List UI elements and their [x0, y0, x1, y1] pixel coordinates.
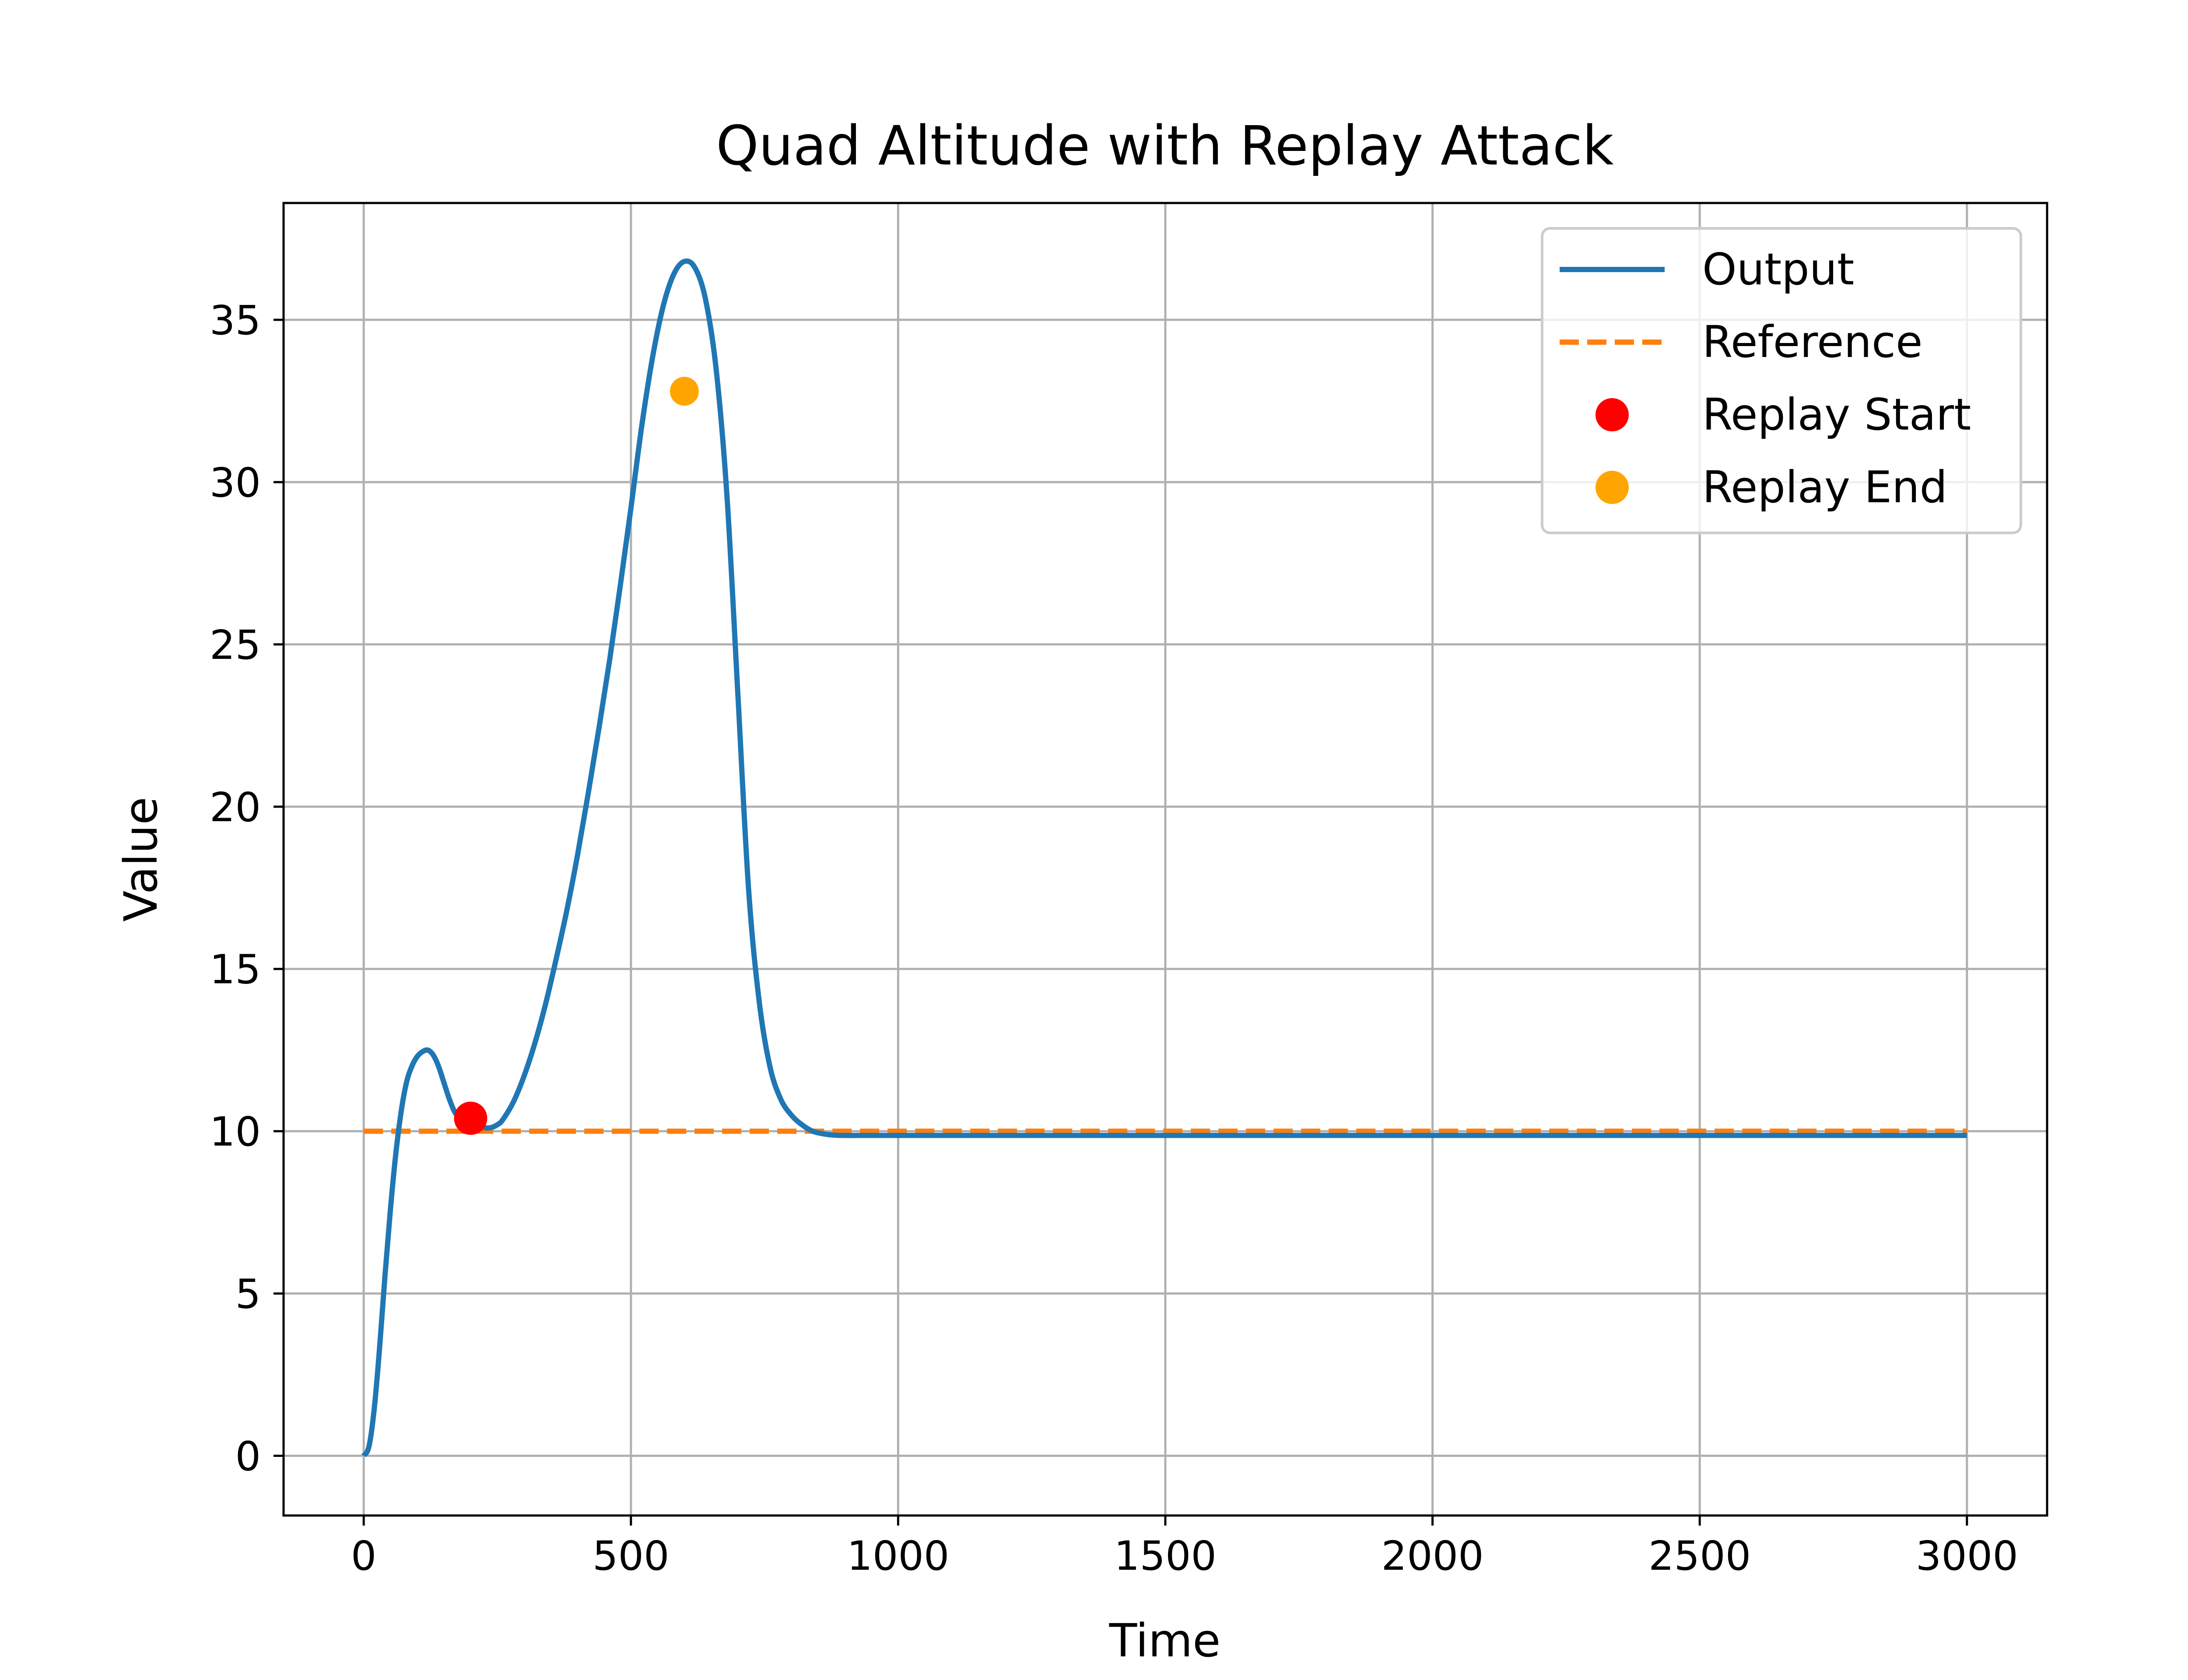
output-line — [361, 258, 1967, 1458]
y-tick-label: 35 — [210, 297, 261, 344]
y-ticks: 0 5 10 15 20 25 30 35 — [210, 297, 284, 1480]
y-tick-label: 10 — [210, 1109, 261, 1155]
y-tick-label: 0 — [235, 1433, 261, 1480]
x-tick-label: 3000 — [1916, 1533, 2018, 1579]
x-tick-label: 2000 — [1382, 1533, 1484, 1579]
replay-start-point — [454, 1101, 487, 1135]
legend-output-label: Output — [1702, 244, 1854, 295]
legend-box — [1541, 227, 2022, 534]
output-series — [361, 258, 1967, 1458]
x-tick-label: 1500 — [1114, 1533, 1217, 1579]
x-tick-label: 2500 — [1648, 1533, 1751, 1579]
replay-end-point — [670, 377, 699, 406]
y-tick-label: 5 — [235, 1271, 261, 1318]
x-tick-label: 0 — [351, 1533, 377, 1579]
y-tick-label: 15 — [210, 946, 261, 993]
legend-replay-end-marker — [1595, 471, 1629, 504]
y-tick-label: 25 — [210, 622, 261, 668]
legend-replay-start-label: Replay Start — [1702, 389, 1971, 440]
legend-reference-label: Reference — [1702, 316, 1923, 368]
legend-replay-start-marker — [1595, 398, 1629, 431]
x-tick-label: 1000 — [847, 1533, 949, 1579]
y-axis-label: Value — [114, 797, 168, 922]
y-tick-label: 30 — [210, 459, 261, 506]
x-tick-label: 500 — [593, 1533, 670, 1579]
legend-replay-end-label: Replay End — [1702, 462, 1947, 513]
marker-points — [454, 377, 699, 1135]
x-axis-label: Time — [1109, 1614, 1221, 1667]
legend: Output Reference Replay Start Replay End — [1541, 227, 2022, 534]
chart-title: Quad Altitude with Replay Attack — [716, 115, 1614, 178]
y-tick-label: 20 — [210, 784, 261, 831]
x-ticks: 0 500 1000 1500 2000 2500 3000 — [351, 1516, 2018, 1579]
